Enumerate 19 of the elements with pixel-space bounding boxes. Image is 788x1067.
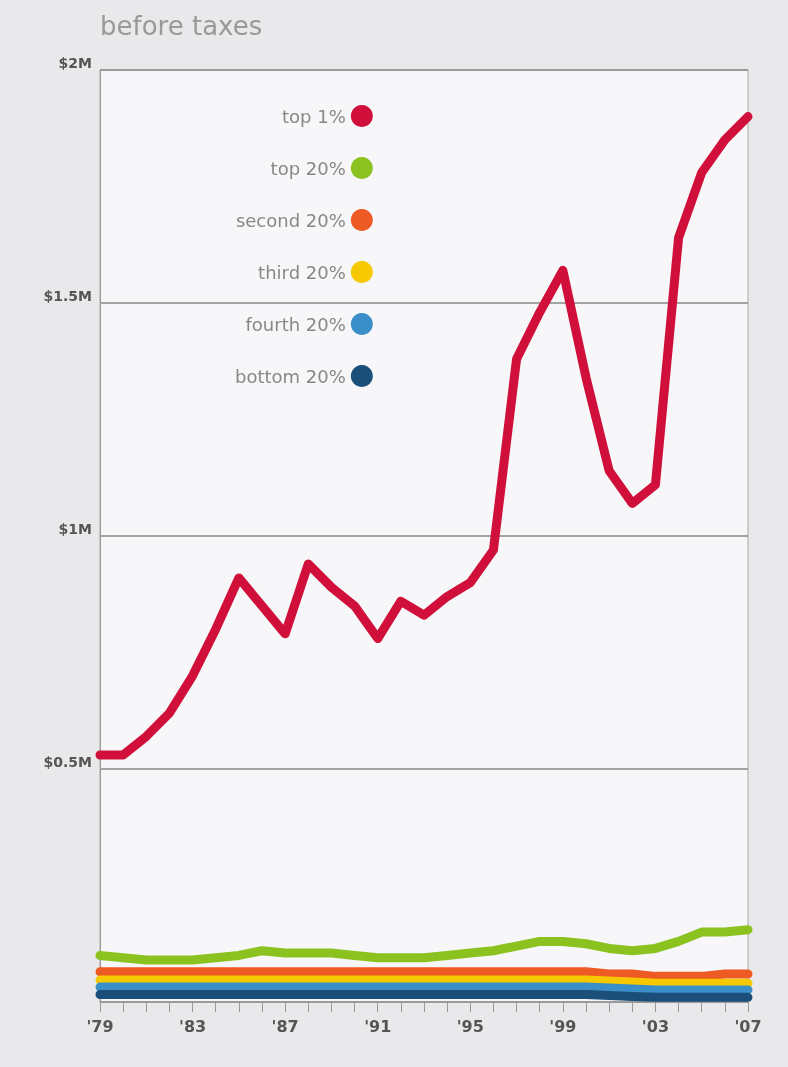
x-tick-label: '79 — [86, 1016, 114, 1036]
x-tick-label: '87 — [271, 1016, 299, 1036]
x-tick-label: '99 — [549, 1016, 577, 1036]
legend-label: bottom 20% — [234, 365, 346, 387]
legend-label: second 20% — [235, 209, 346, 231]
legend-label: top 20% — [270, 157, 346, 179]
x-tick-label: '83 — [178, 1016, 207, 1036]
chart-subtitle: before taxes — [100, 11, 263, 41]
x-tick-label: '03 — [641, 1016, 670, 1036]
legend-label: fourth 20% — [245, 313, 346, 335]
legend-label: third 20% — [258, 261, 346, 283]
legend-label: top 1% — [282, 105, 346, 127]
y-tick-label: $0.5M — [43, 754, 92, 770]
x-tick-label: '91 — [364, 1016, 392, 1036]
y-tick-label: $2M — [58, 55, 92, 71]
x-tick-label: '95 — [456, 1016, 484, 1036]
y-tick-label: $1M — [58, 521, 92, 537]
y-tick-label: $1.5M — [43, 288, 92, 304]
x-tick-label: '07 — [734, 1016, 762, 1036]
